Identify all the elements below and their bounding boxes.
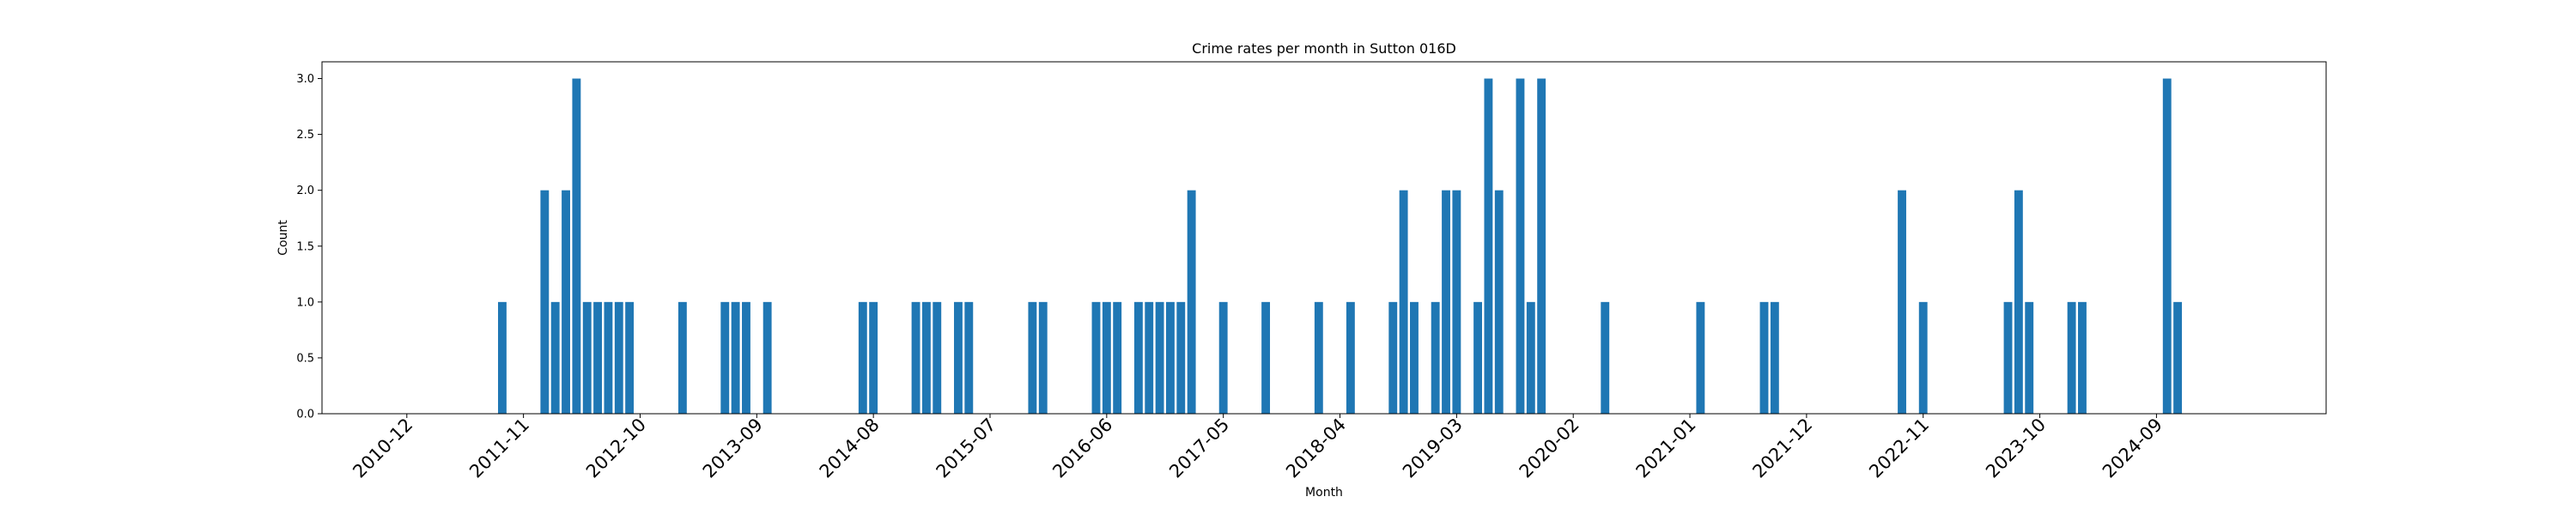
bar-2016-09 xyxy=(1133,301,1143,414)
bar-2016-06 xyxy=(1102,301,1111,414)
x-axis-label: Month xyxy=(1305,486,1343,500)
bar-2012-06 xyxy=(593,301,603,414)
plot-frame xyxy=(321,61,2327,415)
bar-2021-08 xyxy=(1759,301,1769,414)
bar-2018-09 xyxy=(1388,301,1398,414)
bar-2014-12 xyxy=(911,301,920,414)
bar-2012-05 xyxy=(582,301,592,414)
bar-2022-09 xyxy=(1898,190,1906,414)
bar-2022-11 xyxy=(1918,301,1928,414)
bar-2019-02 xyxy=(1442,190,1450,414)
bar-2018-11 xyxy=(1410,301,1419,414)
y-tick-label: 1.0 xyxy=(296,296,314,309)
bar-2019-10 xyxy=(1526,301,1535,414)
bar-2019-07 xyxy=(1494,190,1504,414)
x-tick-label: 2016-06 xyxy=(1048,415,1116,482)
x-tick-label: 2015-07 xyxy=(933,415,1000,482)
bar-2024-10 xyxy=(2162,78,2172,415)
bar-2019-06 xyxy=(1484,78,1493,415)
bar-2018-05 xyxy=(1346,301,1355,414)
bar-2016-10 xyxy=(1145,301,1154,414)
bar-2014-08 xyxy=(869,301,878,414)
bar-2019-09 xyxy=(1516,78,1525,415)
bar-2017-02 xyxy=(1187,190,1196,414)
x-tick-label: 2010-12 xyxy=(349,415,416,482)
bar-2012-04 xyxy=(572,78,581,415)
y-tick-label: 0.5 xyxy=(296,352,314,365)
bar-2017-09 xyxy=(1261,301,1271,414)
x-tick-label: 2013-09 xyxy=(699,415,767,482)
x-tick-label: 2024-09 xyxy=(2099,415,2166,482)
bar-2012-07 xyxy=(604,301,613,414)
bar-2013-02 xyxy=(677,301,687,414)
bar-2018-10 xyxy=(1399,190,1408,414)
y-tick-label: 3.0 xyxy=(296,73,314,86)
bar-2014-07 xyxy=(858,301,867,414)
bar-2023-07 xyxy=(2003,301,2013,414)
y-tick-label: 2.5 xyxy=(296,129,314,142)
x-tick-label: 2021-01 xyxy=(1632,415,1700,482)
chart-title: Crime rates per month in Sutton 016D xyxy=(1192,40,1456,57)
bar-2016-12 xyxy=(1165,301,1175,414)
bar-2024-11 xyxy=(2173,301,2183,414)
x-tick-label: 2023-10 xyxy=(1982,415,2050,482)
bar-2024-02 xyxy=(2078,301,2087,414)
bar-2016-05 xyxy=(1091,301,1101,414)
bar-2011-09 xyxy=(497,301,507,414)
x-tick-label: 2012-10 xyxy=(582,415,650,482)
bar-2023-08 xyxy=(2014,190,2023,414)
bar-2017-01 xyxy=(1176,301,1186,414)
bar-2015-12 xyxy=(1038,301,1048,414)
bar-2013-06 xyxy=(720,301,730,414)
x-tick-label: 2022-11 xyxy=(1865,415,1933,482)
bar-2013-07 xyxy=(731,301,740,414)
y-axis-label: Count xyxy=(276,220,290,256)
x-tick-label: 2017-05 xyxy=(1165,415,1233,482)
bar-2012-08 xyxy=(614,301,623,414)
bar-2018-02 xyxy=(1314,301,1323,414)
bar-2015-01 xyxy=(921,301,931,414)
bar-2023-09 xyxy=(2025,301,2034,414)
y-axis-ticks: 0.0 0.5 1.0 1.5 2.0 2.5 3.0 xyxy=(296,73,322,421)
bar-2013-10 xyxy=(762,301,772,414)
bar-2012-02 xyxy=(550,301,560,414)
bar-2019-01 xyxy=(1431,301,1440,414)
bar-2012-09 xyxy=(625,301,635,414)
bar-2013-08 xyxy=(742,301,750,414)
x-tick-label: 2014-08 xyxy=(816,415,884,482)
bar-2017-05 xyxy=(1218,301,1228,414)
bar-2015-05 xyxy=(964,301,974,414)
x-tick-label: 2011-11 xyxy=(465,415,533,482)
bar-2019-05 xyxy=(1473,301,1483,414)
y-tick-label: 2.0 xyxy=(296,185,314,197)
y-tick-label: 0.0 xyxy=(296,409,314,421)
bar-2024-01 xyxy=(2067,301,2076,414)
x-tick-label: 2018-04 xyxy=(1282,415,1350,482)
bar-2012-01 xyxy=(540,190,550,414)
x-tick-label: 2020-02 xyxy=(1516,415,1583,482)
bar-2015-11 xyxy=(1028,301,1037,414)
bar-2019-11 xyxy=(1537,78,1546,415)
y-tick-label: 1.5 xyxy=(296,240,314,253)
bar-2021-02 xyxy=(1696,301,1705,414)
x-tick-label: 2019-03 xyxy=(1399,415,1467,482)
bar-2016-07 xyxy=(1113,301,1122,414)
bar-2012-03 xyxy=(562,190,570,414)
bar-2020-05 xyxy=(1601,301,1610,414)
bar-2021-09 xyxy=(1770,301,1779,414)
bar-2015-04 xyxy=(954,301,963,414)
bars-group xyxy=(497,78,2183,415)
bar-2015-02 xyxy=(933,301,942,414)
x-tick-label: 2021-12 xyxy=(1748,415,1816,482)
bar-2019-03 xyxy=(1452,190,1461,414)
x-axis-ticks: 2010-12 2011-11 2012-10 2013-09 2014-08 2015-… xyxy=(349,414,2166,482)
bar-2016-11 xyxy=(1155,301,1164,414)
